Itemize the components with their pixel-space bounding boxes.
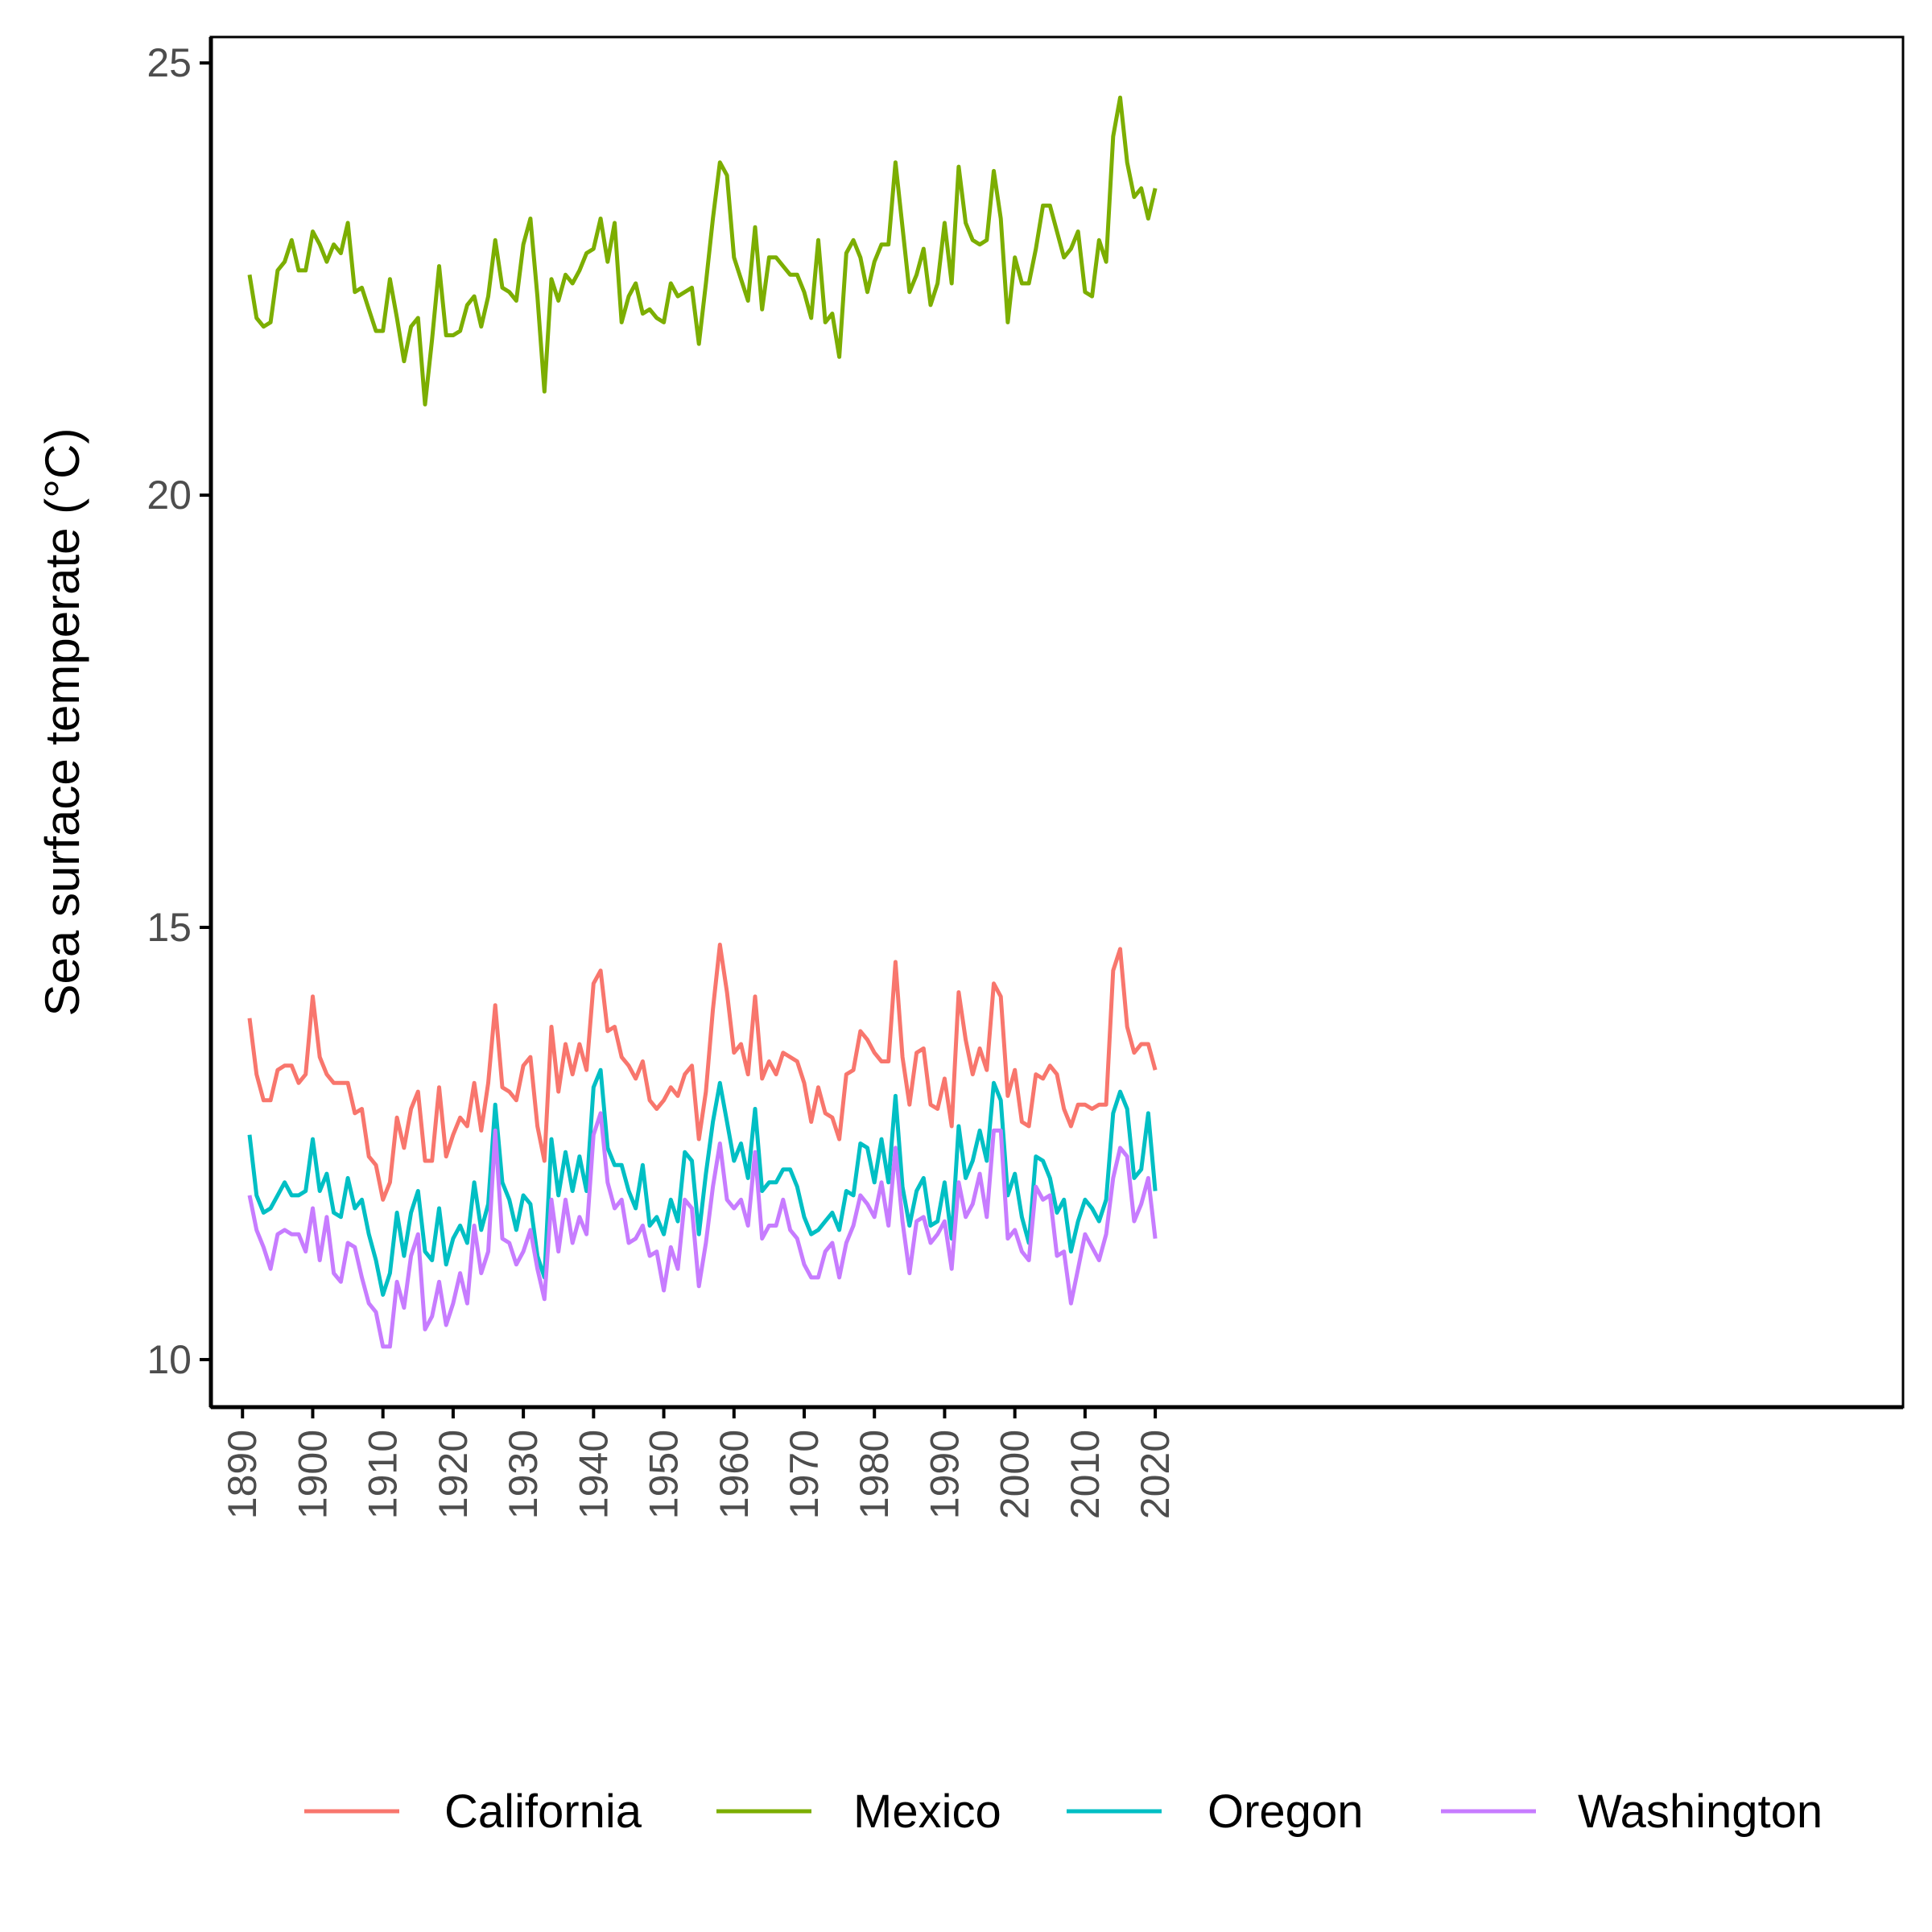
- x-tick-label: 2020: [1133, 1430, 1178, 1519]
- legend-label-mexico: Mexico: [853, 1785, 1001, 1838]
- x-tick-label: 1990: [922, 1430, 967, 1519]
- y-tick-label: 15: [147, 905, 192, 950]
- series-line-mexico: [247, 95, 1158, 407]
- series-line-oregon: [247, 1067, 1158, 1297]
- x-tick-label: 2010: [1063, 1430, 1108, 1519]
- y-axis-ticks: 10 15 20 25: [147, 40, 211, 1382]
- legend-item-mexico: Mexico: [716, 1785, 1001, 1838]
- y-axis-title: Sea surface temperate (°C): [35, 428, 89, 1017]
- legend-label-california: California: [444, 1785, 642, 1838]
- x-tick-label: 1890: [220, 1430, 265, 1519]
- series-line-washington: [247, 1111, 1158, 1349]
- y-tick-label: 25: [147, 40, 192, 85]
- legend-item-oregon: Oregon: [1067, 1785, 1363, 1838]
- series-layer: [247, 95, 1158, 1349]
- legend-label-washington: Washington: [1578, 1785, 1823, 1838]
- y-tick-label: 10: [147, 1337, 192, 1382]
- legend-item-washington: Washington: [1441, 1785, 1823, 1838]
- x-tick-label: 1980: [852, 1430, 897, 1519]
- x-tick-label: 1970: [782, 1430, 827, 1519]
- x-axis-ticks: 1890 1900 1910 1920 1930 1940 1950 1960 1970 1980…: [220, 1407, 1178, 1519]
- x-tick-label: 1940: [571, 1430, 616, 1519]
- x-tick-label: 1930: [501, 1430, 546, 1519]
- x-tick-label: 1900: [291, 1430, 336, 1519]
- x-tick-label: 1920: [431, 1430, 476, 1519]
- legend-item-california: California: [304, 1785, 642, 1838]
- x-tick-label: 2000: [993, 1430, 1038, 1519]
- legend-label-oregon: Oregon: [1208, 1785, 1363, 1838]
- legend: California Mexico Oregon Washington: [304, 1785, 1823, 1838]
- x-tick-label: 1910: [361, 1430, 406, 1519]
- x-tick-label: 1960: [712, 1430, 757, 1519]
- series-line-california: [247, 943, 1158, 1202]
- x-tick-label: 1950: [642, 1430, 687, 1519]
- y-tick-label: 20: [147, 473, 192, 518]
